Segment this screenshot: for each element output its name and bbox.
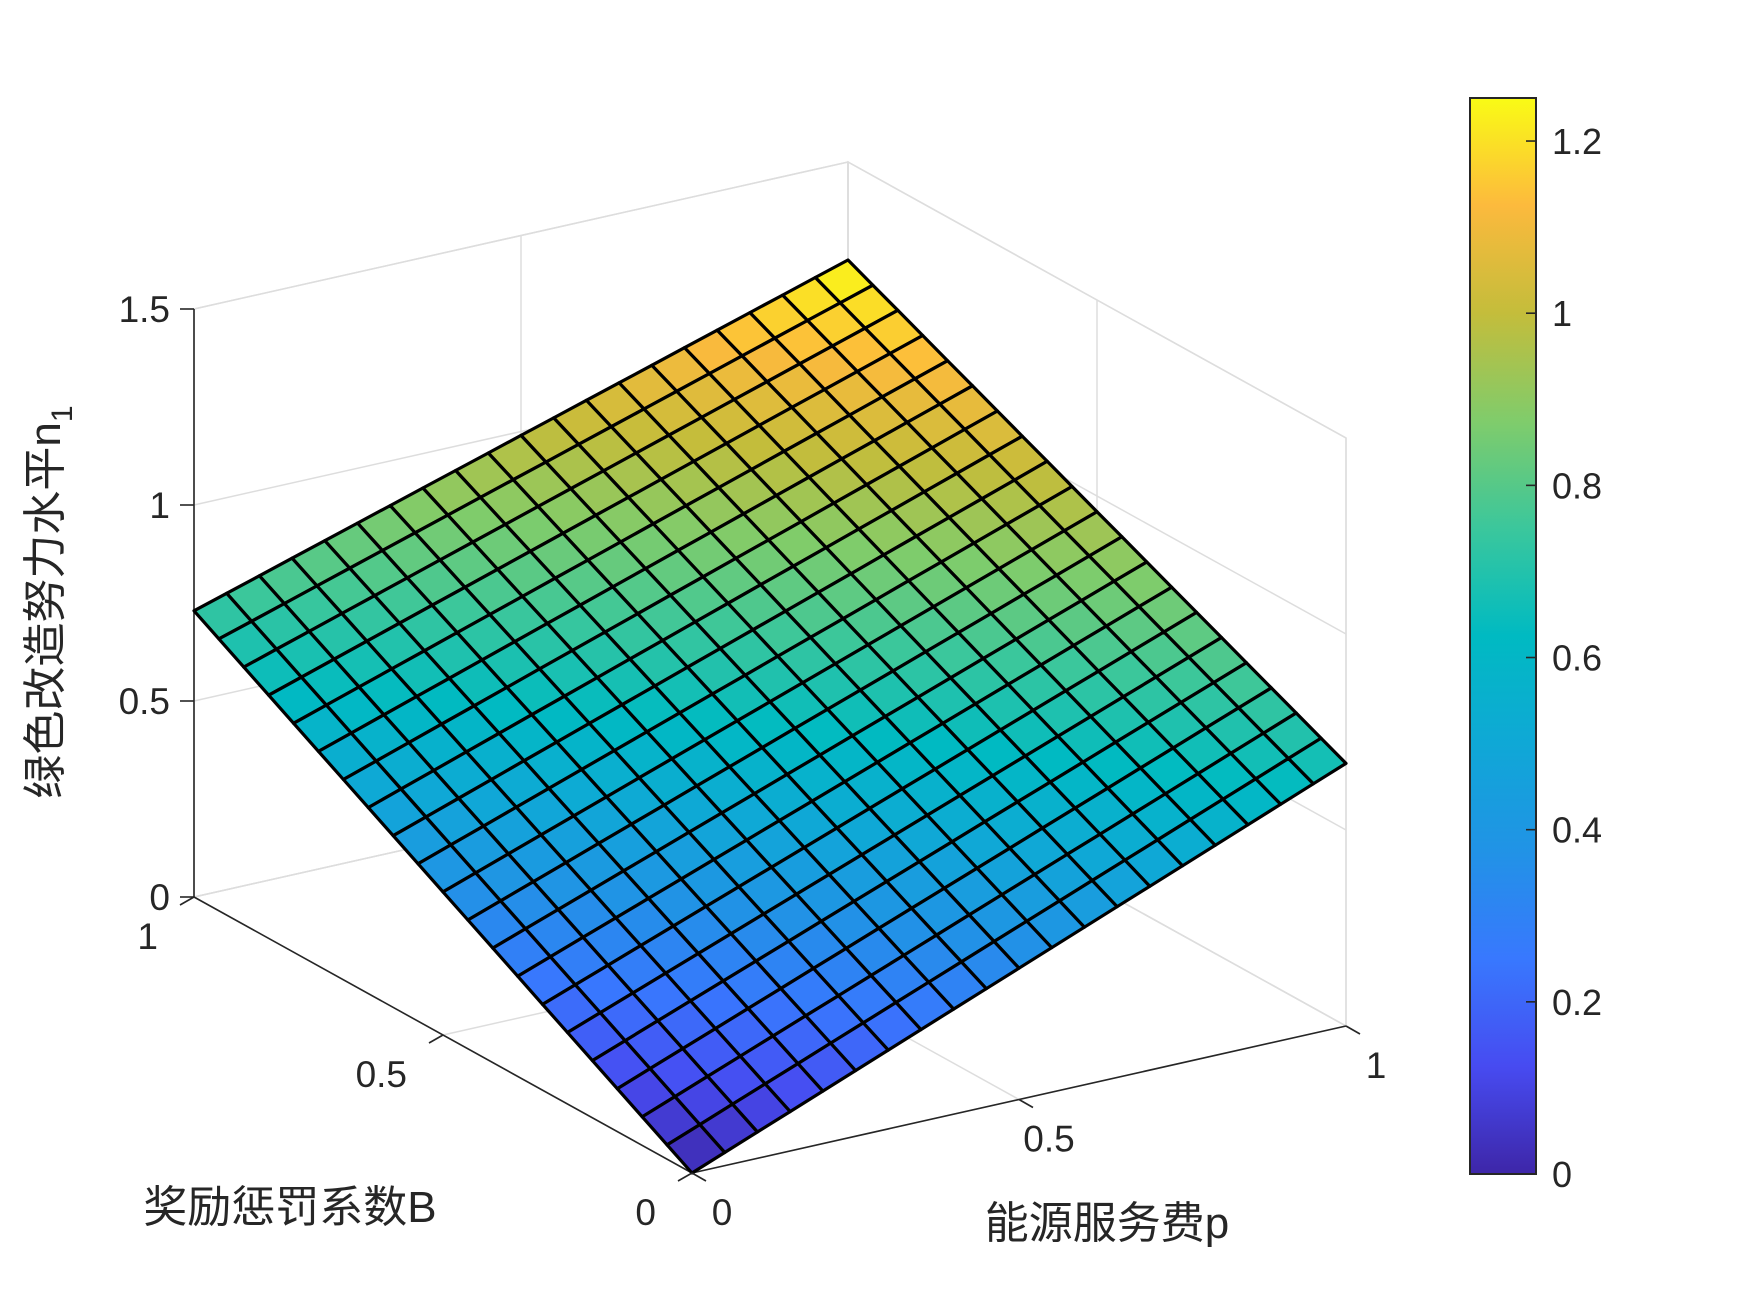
colorbar: 0 0.2 0.4 0.6 0.8 1 1.2	[1469, 97, 1602, 1195]
z-tick-label-0: 0	[149, 877, 170, 918]
colorbar-tick-label-0: 0	[1552, 1154, 1572, 1195]
y-tick-label-2: 1	[137, 916, 158, 957]
colorbar-gradient	[1469, 97, 1537, 1175]
x-tick-mark-1	[1018, 1098, 1034, 1109]
y-tick-mark-1	[428, 1034, 444, 1044]
x-tick-label-0: 0	[712, 1192, 733, 1233]
z-tick-label-1: 0.5	[119, 681, 170, 722]
y-tick-mark-0	[677, 1172, 693, 1182]
x-tick-label-1: 0.5	[1023, 1119, 1074, 1160]
colorbar-tick-label-4: 0.8	[1552, 465, 1602, 506]
colorbar-tick-label-6: 1.2	[1552, 121, 1602, 162]
y-tick-label-0: 0	[635, 1192, 656, 1233]
z-axis-label-main: 绿色改造努力水平n	[21, 422, 70, 798]
y-tick-mark-2	[179, 896, 195, 906]
x-tick-mark-2	[1345, 1025, 1361, 1035]
z-axis-label: 绿色改造努力水平n1	[21, 405, 79, 798]
colorbar-tick-label-2: 0.4	[1552, 810, 1602, 851]
x-tick-label-2: 1	[1366, 1045, 1387, 1086]
z-tick-label-3: 1.5	[119, 289, 170, 330]
x-tick-mark-0	[691, 1172, 707, 1182]
colorbar-tick-label-1: 0.2	[1552, 982, 1602, 1023]
y-tick-label-1: 0.5	[356, 1054, 407, 1095]
surface-cell-0-0	[665, 1122, 727, 1175]
svg-text:绿色改造努力水平n1: 绿色改造努力水平n1	[21, 405, 79, 798]
colorbar-tick-label-3: 0.6	[1552, 638, 1602, 679]
z-axis-label-subscript: 1	[46, 405, 79, 422]
z-tick-label-2: 1	[149, 485, 170, 526]
colorbar-tick-label-5: 1	[1552, 293, 1572, 334]
surface-mesh	[192, 258, 1348, 1175]
y-axis-label: 奖励惩罚系数B	[143, 1183, 436, 1232]
x-axis-label: 能源服务费p	[985, 1199, 1229, 1248]
